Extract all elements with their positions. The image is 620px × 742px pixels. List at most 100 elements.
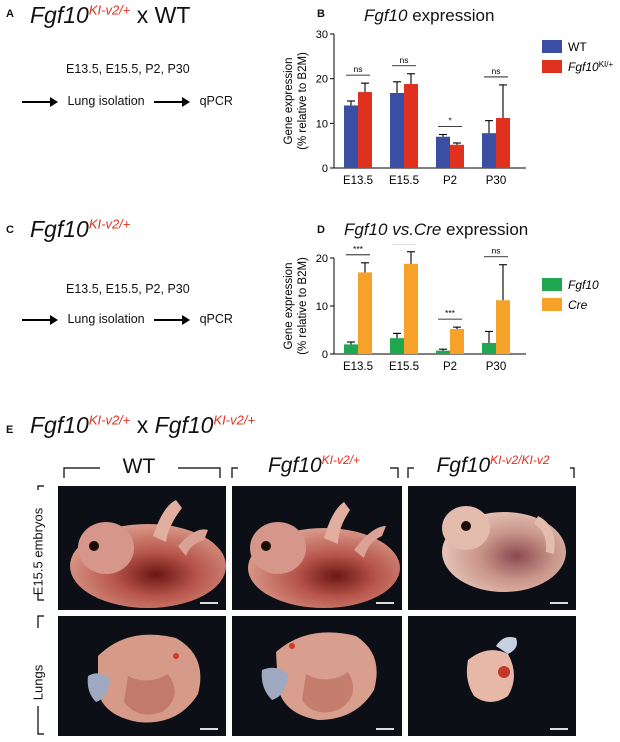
arrow-icon [154,96,191,107]
chart-d-title-italic: Fgf10 vs.Cre [344,220,442,239]
flow-step-1: Lung isolation [67,312,145,326]
panel-a-flow: Lung isolation qPCR [22,94,233,108]
genotype-header-het: Fgf10KI-v2/+ [236,453,392,478]
panel-label-b: B [317,8,325,20]
significance-label: *** [445,308,456,318]
bar [450,144,464,168]
lung-hom-image [466,637,517,702]
legend-swatch [542,278,562,291]
x-tick-label: P2 [443,361,457,373]
photo-embryo-hom [408,486,576,610]
bar [358,92,372,168]
bar [390,92,404,168]
bracket-line [390,467,399,478]
bar [450,329,464,354]
genotype-label: WT [122,455,156,478]
embryo-hom-image [442,506,566,592]
row-label-lungs: Lungs [30,664,46,701]
panel-label-e: E [6,424,14,436]
scale-bar [550,728,568,730]
row-brackets [37,485,44,735]
bar [496,117,510,168]
genotype-brackets [63,467,575,478]
panel-c-stages: E13.5, E15.5, P2, P30 [66,282,190,296]
panel-a-cross-title: Fgf10KI-v2/+ x WT [30,2,190,29]
significance-label: *** [353,244,364,254]
significance-label: ns [400,55,409,65]
embryo-het-image [248,502,400,608]
chart-b-title-rest: expression [407,6,495,25]
panel-label-a: A [6,8,14,20]
bracket-line [231,467,238,478]
lung-wt-image [87,634,201,723]
bracket-line [37,594,44,601]
bar [404,263,418,354]
bar [404,84,418,168]
allele-superscript: KI-v2/+ [88,2,131,18]
bar [358,272,372,354]
embryo-wt-image [70,500,226,608]
significance-label: ns [492,246,501,256]
flow-step-2: qPCR [199,312,233,326]
photo-lung-het [232,616,402,736]
lung-het-image [261,632,377,720]
legend-label: WT [568,40,587,54]
bracket-line [37,615,44,628]
bracket-line [178,467,221,478]
bar [344,105,358,168]
genotype-header-wt: WT [100,455,178,479]
significance-label: ns [354,64,363,74]
y-tick-label: 30 [316,29,328,41]
y-axis-label: Gene expression (% relative to B2M) [283,52,309,150]
gene-name: Fgf10 [30,2,89,28]
bracket-line [63,467,100,478]
allele-superscript: KI-v2/+ [321,453,361,467]
x-tick-label: P30 [486,175,506,187]
legend-label: Fgf10 [568,278,599,292]
genotype-label: Fgf10 [436,454,491,477]
gene-name: Fgf10 [154,412,214,438]
panel-label-c: C [6,224,14,236]
x-tick-label: E15.5 [389,175,419,187]
y-axis-label: Gene expression (% relative to B2M) [283,257,309,355]
bar [496,300,510,354]
gene-name: Fgf10 [30,412,89,438]
scale-bar [550,602,568,604]
x-tick-label: E13.5 [343,175,373,187]
y-tick-label: 0 [322,163,328,175]
bracket-line [37,485,44,490]
flow-step-2: qPCR [199,94,233,108]
cross-x: x [130,412,155,438]
bar [482,133,496,168]
genotype-label: Fgf10 [267,454,322,477]
x-tick-label: P30 [486,361,506,373]
allele-superscript: KI-v2/KI-v2 [490,453,550,467]
cross-rest: x WT [130,2,191,28]
arrow-icon [154,314,191,325]
photo-embryo-wt [58,486,226,610]
allele-superscript: KI-v2/+ [88,412,131,428]
scale-bar [200,602,218,604]
flow-step-1: Lung isolation [67,94,145,108]
y-tick-label: 20 [316,253,328,265]
significance-label: ns [492,66,501,76]
significance-label: * [448,116,452,126]
photo-lung-wt [58,616,226,736]
arrow-icon [22,314,58,325]
allele-superscript: KI-v2/+ [213,412,256,428]
panel-e-cross-title: Fgf10KI-v2/+ x Fgf10KI-v2/+ [30,412,255,439]
legend-label: Fgf10KI/+ [568,60,613,74]
bracket-line [407,467,414,478]
bar [344,344,358,354]
chart-d-title: Fgf10 vs.Cre expression [344,220,528,240]
panel-c-flow: Lung isolation qPCR [22,312,233,326]
panel-label-d: D [317,224,325,236]
chart-b-title-italic: Fgf10 [364,6,408,25]
bar [436,350,450,354]
y-tick-label: 20 [316,74,328,86]
legend-label: Cre [568,298,588,312]
x-tick-label: E13.5 [343,361,373,373]
legend-swatch [542,40,562,53]
photo-embryo-het [232,486,402,610]
bar [390,338,404,354]
